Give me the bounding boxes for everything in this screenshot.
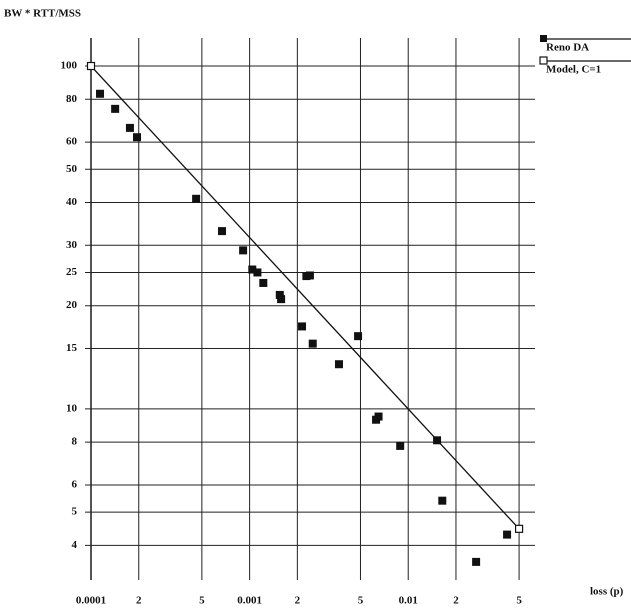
point [277,295,286,304]
point [438,496,447,505]
x-tick-label: 0.001 [237,595,262,607]
point [298,322,307,331]
point [125,123,134,132]
legend-marker [540,35,547,42]
point [86,61,96,71]
y-tick-label: 100 [61,60,78,72]
legend-marker [539,56,548,65]
y-tick-label: 60 [66,136,78,148]
point [133,133,142,142]
y-axis-label: BW * RTT/MSS [4,8,81,20]
x-tick-label: 2 [295,595,301,607]
y-tick-label: 25 [66,266,78,278]
x-tick-label: 0.01 [399,595,418,607]
x-tick-label: 2 [136,595,142,607]
point [354,332,363,341]
legend-label: Reno DA [546,42,589,54]
x-tick-label: 5 [516,595,522,607]
point [472,557,481,566]
point [514,524,524,533]
point [305,271,314,280]
point [308,339,317,348]
y-tick-label: 15 [66,342,78,354]
y-tick-label: 80 [66,93,78,105]
y-tick-label: 4 [72,539,78,551]
point [275,290,284,299]
y-tick-label: 50 [66,163,78,175]
point [503,530,512,539]
y-tick-label: 8 [72,436,78,448]
point [374,412,383,421]
point [239,246,248,255]
point [396,441,405,450]
point [192,194,201,203]
point [111,104,120,113]
point [334,360,343,369]
y-tick-label: 20 [66,299,78,311]
y-tick-label: 6 [72,479,78,491]
point [253,268,262,277]
y-tick-label: 40 [66,196,78,208]
legend-label: Model, C=1 [546,64,601,76]
x-tick-label: 0.0001 [76,595,106,607]
point [248,265,257,274]
y-tick-label: 30 [66,239,78,251]
x-tick-label: 2 [453,595,459,607]
x-axis-label: loss (p) [590,586,624,598]
x-tick-label: 5 [199,595,205,607]
model-line [90,65,520,530]
x-tick-label: 5 [358,595,364,607]
point [259,278,268,287]
y-tick-label: 10 [66,402,78,414]
point [96,89,105,98]
y-tick-label: 5 [72,506,78,518]
point [218,227,227,236]
